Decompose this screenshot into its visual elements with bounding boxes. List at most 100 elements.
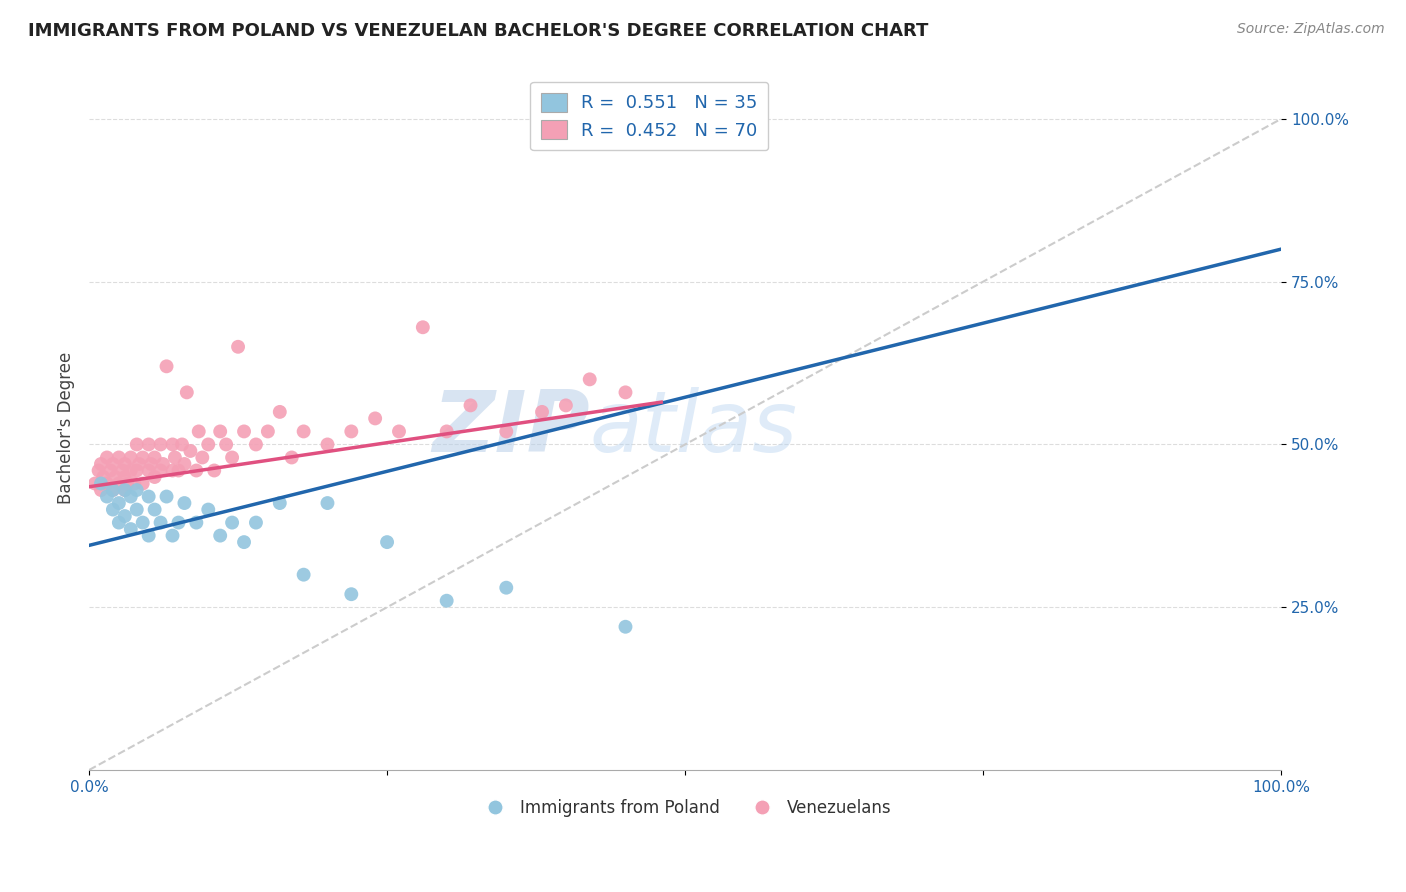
Point (531, 405, 554, 419)
Point (108, 450, 131, 465)
Point (125, 483, 148, 497)
Point (202, 463, 225, 477)
Point (209, 528, 232, 542)
Point (101, 483, 124, 497)
Point (197, 502, 219, 516)
Point (173, 496, 195, 510)
Point (173, 457, 195, 471)
Point (226, 340, 249, 354)
Point (114, 470, 136, 484)
Point (93, 470, 115, 484)
Point (233, 535, 256, 549)
Point (125, 437, 148, 451)
Point (578, 372, 600, 386)
Point (120, 450, 142, 465)
Point (149, 437, 172, 451)
Point (96, 476, 118, 491)
Point (96, 450, 118, 465)
Point (436, 593, 458, 607)
Point (292, 425, 315, 439)
Point (186, 516, 208, 530)
Point (460, 398, 482, 412)
Point (316, 496, 339, 510)
Point (495, 425, 517, 439)
Point (90, 483, 112, 497)
Point (412, 320, 434, 334)
Point (139, 457, 162, 471)
Point (170, 437, 193, 451)
Text: IMMIGRANTS FROM POLAND VS VENEZUELAN BACHELOR'S DEGREE CORRELATION CHART: IMMIGRANTS FROM POLAND VS VENEZUELAN BAC… (28, 22, 928, 40)
Point (163, 450, 186, 465)
Point (120, 522, 142, 536)
Point (187, 425, 209, 439)
Point (114, 483, 136, 497)
Point (155, 359, 177, 374)
Point (101, 483, 124, 497)
Point (436, 425, 458, 439)
Point (340, 587, 363, 601)
Point (108, 516, 131, 530)
Point (138, 490, 160, 504)
Point (245, 437, 267, 451)
Point (132, 450, 155, 465)
Point (143, 450, 166, 465)
Point (90, 457, 112, 471)
Point (101, 457, 124, 471)
Point (114, 483, 136, 497)
Point (143, 502, 166, 516)
Point (388, 425, 411, 439)
Point (96, 490, 118, 504)
Point (375, 535, 398, 549)
Point (108, 496, 131, 510)
Point (143, 470, 166, 484)
Y-axis label: Bachelor's Degree: Bachelor's Degree (58, 352, 75, 504)
Point (125, 502, 148, 516)
Point (114, 457, 136, 471)
Point (124, 476, 146, 491)
Point (167, 516, 190, 530)
Point (111, 463, 134, 477)
Point (257, 425, 280, 439)
Point (115, 476, 138, 491)
Point (280, 450, 302, 465)
Point (138, 463, 160, 477)
Point (233, 425, 256, 439)
Point (90, 476, 112, 491)
Point (100, 463, 122, 477)
Point (104, 470, 127, 484)
Text: ZIP: ZIP (432, 386, 589, 470)
Point (269, 496, 291, 510)
Point (101, 502, 124, 516)
Point (84, 476, 107, 491)
Point (197, 437, 219, 451)
Point (245, 516, 267, 530)
Point (149, 463, 172, 477)
Point (138, 437, 160, 451)
Point (162, 528, 184, 542)
Point (149, 516, 172, 530)
Legend: Immigrants from Poland, Venezuelans: Immigrants from Poland, Venezuelans (472, 792, 898, 823)
Point (176, 385, 198, 400)
Point (87, 463, 110, 477)
Point (292, 567, 315, 582)
Point (316, 437, 339, 451)
Point (128, 457, 150, 471)
Point (132, 516, 155, 530)
Point (554, 398, 576, 412)
Point (221, 450, 243, 465)
Point (179, 444, 201, 458)
Point (215, 437, 238, 451)
Point (132, 476, 155, 491)
Point (209, 425, 232, 439)
Point (120, 490, 142, 504)
Point (614, 385, 637, 400)
Text: Source: ZipAtlas.com: Source: ZipAtlas.com (1237, 22, 1385, 37)
Point (191, 450, 214, 465)
Point (155, 490, 177, 504)
Point (108, 476, 131, 491)
Point (186, 463, 208, 477)
Point (114, 509, 136, 524)
Point (614, 620, 637, 634)
Point (138, 528, 160, 542)
Point (125, 463, 148, 477)
